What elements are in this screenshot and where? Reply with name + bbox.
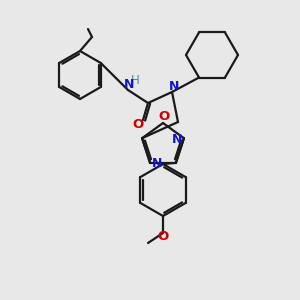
Text: O: O (158, 110, 169, 122)
Text: H: H (130, 74, 140, 86)
Text: O: O (158, 230, 169, 242)
Text: N: N (172, 133, 182, 146)
Text: N: N (169, 80, 179, 92)
Text: O: O (132, 118, 144, 130)
Text: N: N (152, 157, 162, 170)
Text: N: N (124, 79, 134, 92)
